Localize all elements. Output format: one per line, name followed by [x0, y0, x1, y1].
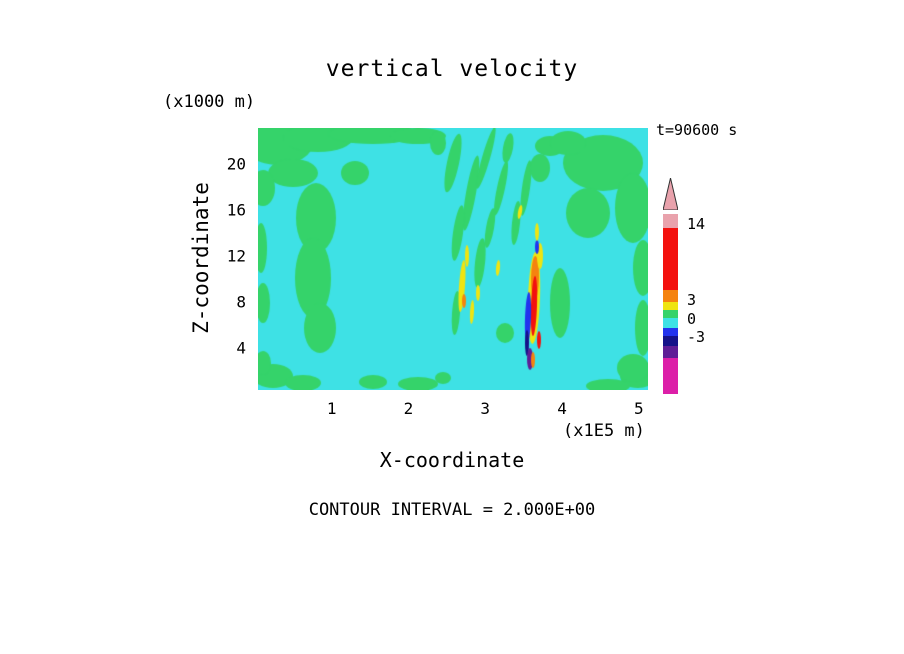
x-tick-label: 4 — [557, 399, 567, 418]
colorbar-tick-label: 14 — [687, 215, 706, 233]
x-tick-label: 1 — [326, 399, 337, 418]
colorbar-segments — [663, 214, 678, 394]
x-tick-label: 3 — [480, 399, 491, 418]
colorbar-segment — [663, 358, 678, 394]
contour-field-canvas — [258, 128, 648, 390]
x-tick-label: 5 — [633, 399, 644, 418]
y-tick-label: 8 — [236, 292, 246, 312]
colorbar-arrow — [662, 177, 679, 211]
x-axis-unit: (x1E5 m) — [563, 421, 645, 441]
colorbar-tick-label: -3 — [687, 328, 706, 346]
colorbar-tick-label: 3 — [687, 291, 697, 309]
x-axis-label: X-coordinate — [379, 448, 525, 472]
y-axis-unit: (x1000 m) — [163, 92, 256, 112]
colorbar-segment — [663, 318, 678, 328]
contour-interval-label: CONTOUR INTERVAL = 2.000E+00 — [308, 500, 596, 520]
colorbar — [662, 177, 679, 394]
x-tick-label: 2 — [403, 399, 414, 418]
colorbar-segment — [663, 228, 678, 290]
colorbar-segment — [663, 346, 678, 358]
colorbar-segment — [663, 310, 678, 318]
colorbar-segment — [663, 290, 678, 302]
y-tick-label: 20 — [226, 154, 246, 174]
colorbar-segment — [663, 336, 678, 346]
y-tick-label: 12 — [226, 246, 246, 266]
time-annotation: t=90600 s — [656, 121, 738, 139]
chart-title: vertical velocity — [325, 56, 579, 82]
colorbar-tick-label: 0 — [687, 310, 697, 328]
y-tick-label: 16 — [226, 200, 246, 220]
colorbar-segment — [663, 328, 678, 336]
colorbar-segment — [663, 214, 678, 228]
colorbar-segment — [663, 302, 678, 310]
y-tick-label: 4 — [236, 338, 246, 358]
